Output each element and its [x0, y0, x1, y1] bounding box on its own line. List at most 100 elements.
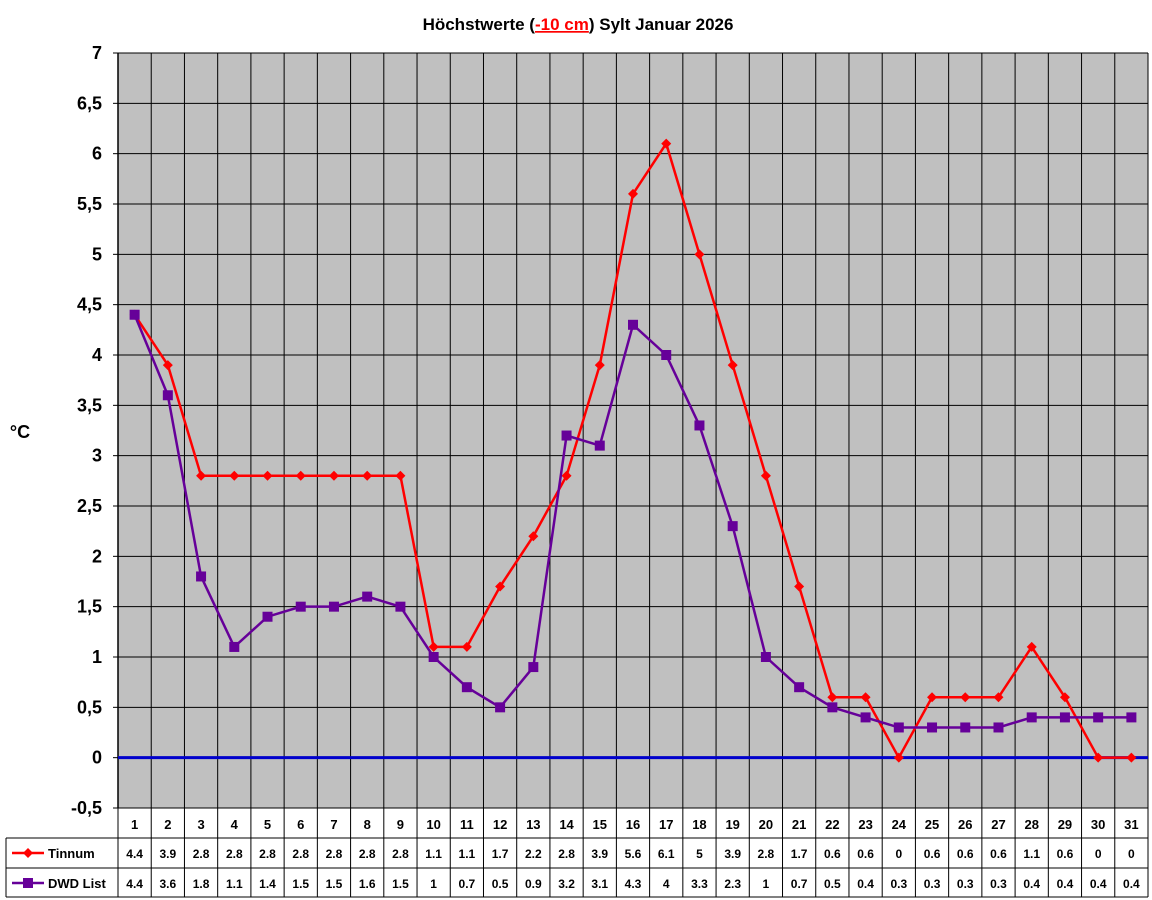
x-tick-label: 20	[759, 817, 773, 832]
x-tick-label: 31	[1124, 817, 1138, 832]
table-cell: 0.6	[990, 847, 1007, 861]
data-point	[1126, 752, 1137, 763]
table-cell: 3.9	[159, 847, 176, 861]
chart-title-depth: -10 cm	[535, 15, 589, 34]
data-point	[760, 470, 771, 481]
table-cell: 0.6	[924, 847, 941, 861]
table-cell: 0.6	[1057, 847, 1074, 861]
x-tick-label: 13	[526, 817, 540, 832]
data-point	[262, 611, 273, 622]
data-point	[694, 420, 705, 431]
table-cell: 1.1	[1023, 847, 1040, 861]
table-cell: 6.1	[658, 847, 675, 861]
x-tick-label: 24	[892, 817, 907, 832]
data-point	[362, 470, 373, 481]
data-point	[395, 470, 406, 481]
y-tick-label: 5	[92, 244, 102, 264]
data-point	[162, 390, 173, 401]
x-tick-label: 3	[197, 817, 204, 832]
legend-label: DWD List	[48, 876, 106, 891]
data-point	[661, 138, 672, 149]
data-point	[927, 692, 938, 703]
table-cell: 3.2	[558, 877, 575, 891]
y-tick-label: 5,5	[77, 194, 102, 214]
data-point	[295, 601, 306, 612]
y-tick-label: 2,5	[77, 496, 102, 516]
x-tick-label: 9	[397, 817, 404, 832]
data-point	[727, 521, 738, 532]
x-tick-label: 10	[426, 817, 440, 832]
data-point	[262, 470, 273, 481]
table-cell: 1.5	[392, 877, 409, 891]
data-point	[1026, 712, 1037, 723]
y-tick-label: 6	[92, 144, 102, 164]
table-cell: 0.5	[824, 877, 841, 891]
table-cell: 1	[763, 877, 770, 891]
x-tick-label: 18	[692, 817, 706, 832]
table-cell: 2.8	[259, 847, 276, 861]
data-point	[196, 571, 207, 582]
data-point	[794, 682, 805, 693]
data-point	[428, 652, 439, 662]
y-tick-label: 3	[92, 446, 102, 466]
table-cell: 3.3	[691, 877, 708, 891]
table-cell: 0	[1095, 847, 1102, 861]
legend-marker	[23, 878, 33, 888]
table-cell: 0.5	[492, 877, 509, 891]
table-cell: 3.9	[591, 847, 608, 861]
data-point	[395, 601, 406, 612]
x-tick-label: 23	[858, 817, 872, 832]
x-tick-label: 30	[1091, 817, 1105, 832]
data-point	[927, 722, 938, 733]
table-cell: 0.6	[857, 847, 874, 861]
data-point	[860, 712, 871, 723]
table-cell: 1.5	[292, 877, 309, 891]
table-cell: 2.8	[359, 847, 376, 861]
table-cell: 1.1	[425, 847, 442, 861]
x-tick-label: 19	[725, 817, 739, 832]
y-tick-label: 4,5	[77, 295, 102, 315]
data-point	[461, 641, 472, 652]
data-point	[461, 682, 472, 693]
x-tick-label: 26	[958, 817, 972, 832]
table-cell: 1.4	[259, 877, 276, 891]
data-point	[760, 652, 771, 662]
series-dwd-list	[129, 309, 1137, 733]
legend-marker	[23, 848, 33, 858]
x-tick-label: 29	[1058, 817, 1072, 832]
data-point	[162, 360, 173, 371]
table-cell: 0.4	[1090, 877, 1107, 891]
table-cell: 5.6	[625, 847, 642, 861]
series-layer	[129, 138, 1137, 763]
table-cell: 2.3	[724, 877, 741, 891]
table-cell: 0.3	[890, 877, 907, 891]
y-tick-label: 1,5	[77, 597, 102, 617]
data-point	[129, 309, 140, 320]
plot-area	[118, 53, 1148, 808]
data-point	[528, 662, 539, 673]
y-tick-label: 0,5	[77, 697, 102, 717]
x-tick-label: 6	[297, 817, 304, 832]
table-cell: 1.7	[791, 847, 808, 861]
y-tick-label: 3,5	[77, 395, 102, 415]
data-point	[328, 601, 339, 612]
data-point	[495, 581, 506, 592]
table-cell: 0.3	[957, 877, 974, 891]
table-cell: 2.8	[558, 847, 575, 861]
data-point	[561, 470, 572, 481]
y-axis-ticks: -0,5 0 0,5 1 1,5 2 2,5 3 3,5 4 4,5 5 5,5 6 6,5 7	[71, 43, 118, 818]
table-cell: 2.2	[525, 847, 542, 861]
table-cell: 1.5	[326, 877, 343, 891]
x-tick-label: 2	[164, 817, 171, 832]
table-cell: 2.8	[758, 847, 775, 861]
data-point	[1093, 712, 1104, 723]
table-cell: 0	[895, 847, 902, 861]
legend-entry: Tinnum	[12, 846, 95, 861]
x-tick-label: 14	[559, 817, 574, 832]
x-tick-label: 25	[925, 817, 939, 832]
legend-entry: DWD List	[12, 876, 106, 891]
data-point	[960, 722, 971, 733]
table-cell: 0.6	[824, 847, 841, 861]
y-tick-label: 4	[92, 345, 102, 365]
data-table: 1 2 3 4 5 6 7 8 9 10 11 12 13 14 15 16 17 18 19 20 21 22 23 24 2…	[5, 807, 1148, 898]
